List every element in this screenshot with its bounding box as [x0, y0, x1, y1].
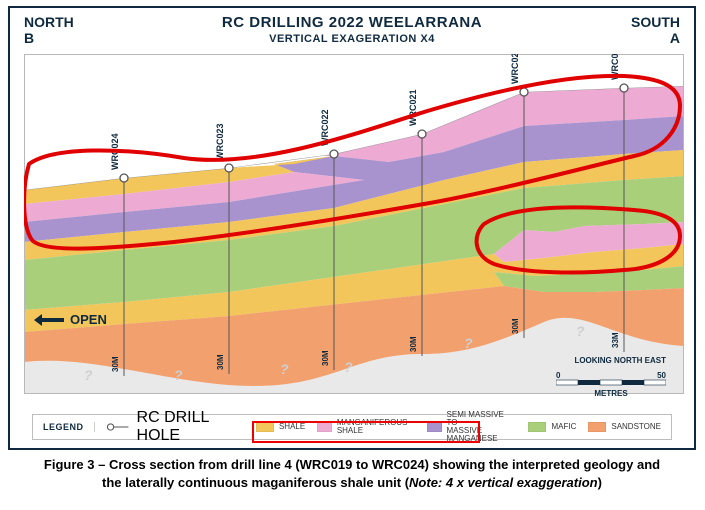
drill-label: WRC023 [215, 123, 225, 160]
title-main: RC DRILLING 2022 WEELARRANA [10, 14, 694, 31]
legend-swatch [528, 422, 546, 432]
drill-collar-icon [520, 88, 528, 96]
open-indicator: OPEN [34, 312, 107, 327]
figure-frame: NORTH B SOUTH A RC DRILLING 2022 WEELARR… [8, 6, 696, 450]
drill-collar-icon [620, 84, 628, 92]
title-sub: VERTICAL EXAGERATION X4 [10, 33, 694, 45]
drill-depth-label: 30M [409, 336, 418, 352]
legend-drill-hole: RC DRILL HOLE [107, 409, 244, 445]
drill-hole-icon [107, 421, 132, 433]
legend-item: MAFIC [528, 422, 576, 432]
unknown-marker: ? [280, 361, 289, 377]
scale-bar: 0 50 METRES [556, 370, 666, 398]
drill-depth-label: 30M [321, 350, 330, 366]
figure-caption: Figure 3 – Cross section from drill line… [8, 456, 696, 491]
legend-label: SHALE [279, 423, 305, 431]
legend-swatch [588, 422, 606, 432]
scale-unit: METRES [594, 389, 628, 398]
unknown-marker: ? [344, 359, 353, 375]
legend-title: LEGEND [43, 422, 95, 432]
title-block: RC DRILLING 2022 WEELARRANA VERTICAL EXA… [10, 14, 694, 45]
scale-max: 50 [657, 371, 666, 380]
arrow-left-icon [34, 314, 64, 326]
unknown-marker: ? [174, 367, 183, 383]
drill-depth-label: 30M [111, 356, 120, 372]
drill-collar-icon [418, 130, 426, 138]
drill-depth-label: 33M [611, 332, 620, 348]
looking-label: LOOKING NORTH EAST [574, 356, 666, 365]
legend: LEGEND RC DRILL HOLE SHALEMANGANIFEROUS … [32, 414, 672, 440]
drill-label: WRC020 [510, 54, 520, 84]
scale-min: 0 [556, 371, 561, 380]
legend-swatch [256, 422, 274, 432]
caption-line2a: the laterally continuous maganiferous sh… [102, 475, 409, 490]
drill-collar-icon [225, 164, 233, 172]
caption-line2b: ) [598, 475, 602, 490]
drill-label: WRC021 [408, 89, 418, 126]
drill-collar-icon [330, 150, 338, 158]
legend-item: MANGANIFEROUS SHALE [317, 419, 415, 435]
legend-label: SANDSTONE [611, 423, 661, 431]
caption-line1: Figure 3 – Cross section from drill line… [44, 457, 660, 472]
legend-item: SEMI MASSIVE TO MASSIVE MANGANESE [427, 411, 517, 443]
legend-label: SEMI MASSIVE TO MASSIVE MANGANESE [447, 411, 517, 443]
unknown-marker: ? [576, 323, 585, 339]
unknown-marker: ? [84, 367, 93, 383]
legend-label: MAFIC [551, 423, 576, 431]
cross-section-svg: WRC02430MWRC02330MWRC02230MWRC02130MWRC0… [24, 54, 684, 394]
unknown-marker: ? [464, 335, 473, 351]
caption-italic: Note: 4 x vertical exaggeration [409, 475, 598, 490]
drill-depth-label: 30M [216, 354, 225, 370]
drill-collar-icon [120, 174, 128, 182]
legend-label: MANGANIFEROUS SHALE [337, 419, 415, 435]
drill-depth-label: 30M [511, 318, 520, 334]
legend-swatch [427, 422, 442, 432]
legend-item: SANDSTONE [588, 422, 661, 432]
cross-section-chart: WRC02430MWRC02330MWRC02230MWRC02130MWRC0… [24, 54, 684, 394]
legend-swatch [317, 422, 332, 432]
legend-item: SHALE [256, 422, 305, 432]
legend-drill-label: RC DRILL HOLE [137, 409, 244, 445]
open-text: OPEN [70, 312, 107, 327]
